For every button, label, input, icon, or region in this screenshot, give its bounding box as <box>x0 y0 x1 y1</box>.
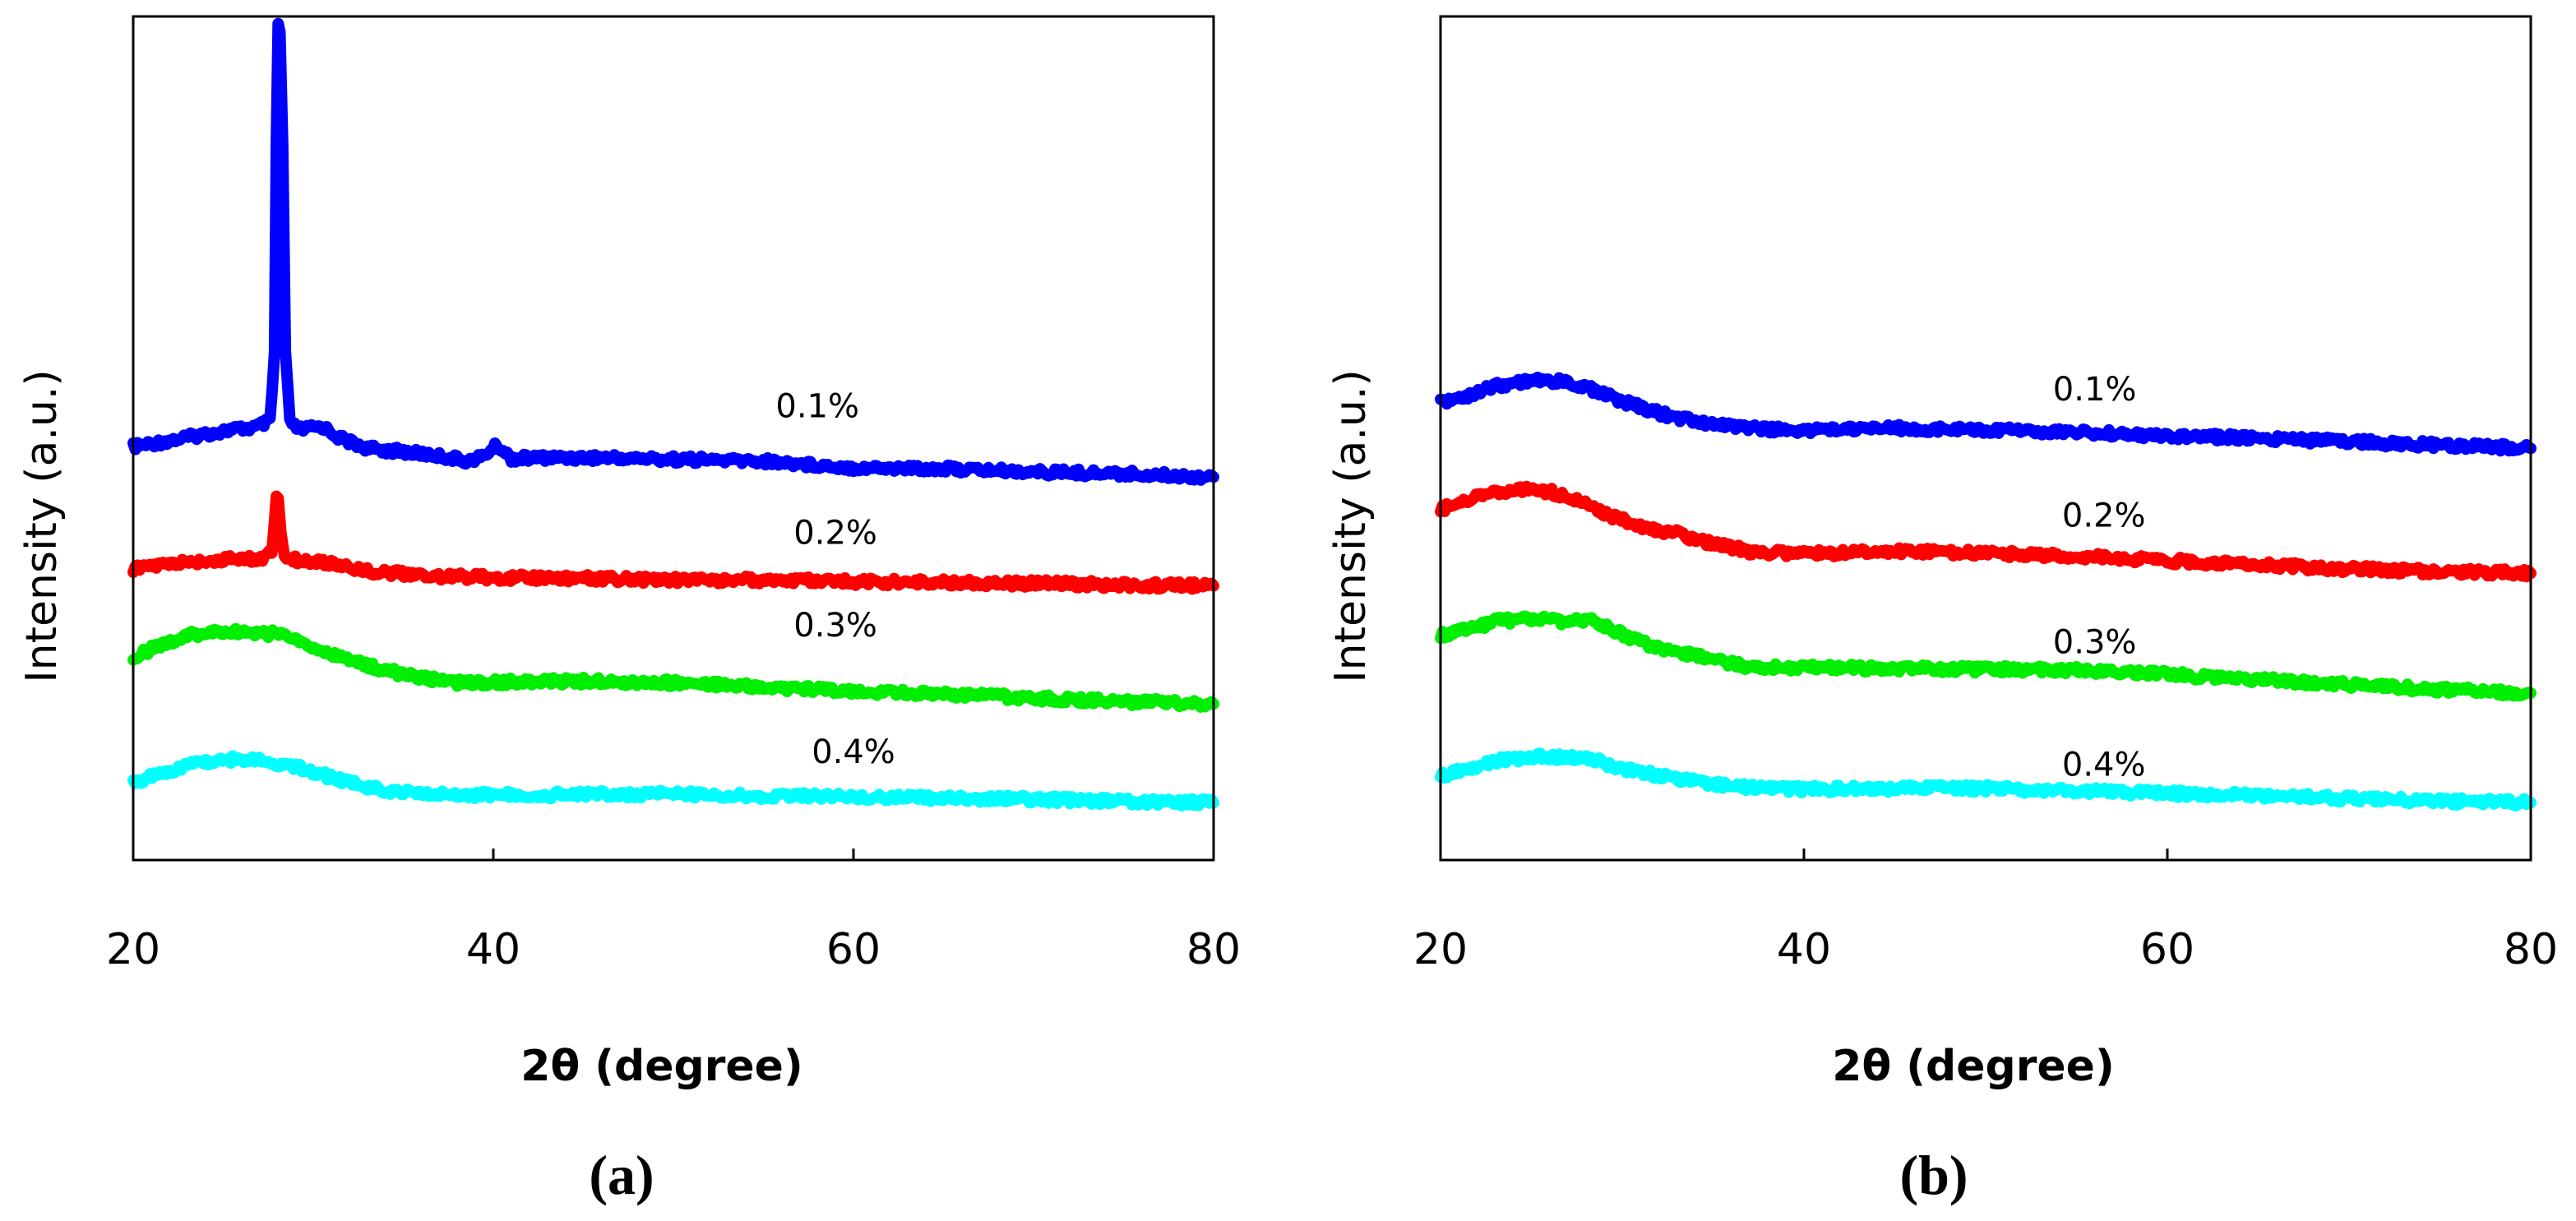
panel-b-y-axis-title: Intensity (a.u.) <box>1326 369 1376 682</box>
panel-a-series-label-0-1pct: 0.1% <box>775 387 859 425</box>
panel-b-series-0-1pct-line <box>1435 372 2537 457</box>
panel-a-series-0-2pct-line <box>127 490 1219 595</box>
panel-b-x-tick-label-80: 80 <box>2504 925 2558 974</box>
panel-a-series-label-0-4pct: 0.4% <box>812 733 895 771</box>
panel-b-x-tick-label-60: 60 <box>2140 925 2194 974</box>
panel-a-label: (a) <box>589 1144 654 1206</box>
panel-b-series-0-3pct-line <box>1435 610 2537 702</box>
panel-a-series-label-0-3pct: 0.3% <box>793 607 877 645</box>
panel-b-series-label-0-1pct: 0.1% <box>2053 371 2137 409</box>
panel-a-x-tick-label-40: 40 <box>466 925 520 974</box>
panel-a-series-0-4pct-line <box>127 750 1219 812</box>
panel-a-x-tick-label-80: 80 <box>1186 925 1241 974</box>
panel-a-x-ticks: 20 40 60 80 <box>106 849 1241 974</box>
panel-a-plot-frame <box>132 15 1215 862</box>
panel-a-y-axis-title: Intensity (a.u.) <box>17 369 67 682</box>
panel-a-x-axis-title: 2θ (degree) <box>520 1042 802 1091</box>
panel-b-series-0-4pct-line <box>1435 747 2537 812</box>
panel-a: 0.1% 0.2% 0.3% 0.4% 20 40 60 80 Intensity (a.u… <box>17 15 1241 1206</box>
panel-b-label: (b) <box>1899 1144 1968 1206</box>
panel-a-x-tick-label-20: 20 <box>106 925 160 974</box>
panel-a-series-label-0-2pct: 0.2% <box>793 514 877 552</box>
panel-b-x-ticks: 20 40 60 80 <box>1413 849 2558 974</box>
panel-b-x-axis-title: 2θ (degree) <box>1832 1042 2114 1091</box>
panel-b-series-label-0-4pct: 0.4% <box>2062 746 2146 784</box>
panel-a-x-tick-label-60: 60 <box>826 925 881 974</box>
panel-b-plot-frame <box>1439 15 2532 862</box>
panel-b-x-tick-label-20: 20 <box>1413 925 1468 974</box>
panel-b: 0.1% 0.2% 0.3% 0.4% 20 40 60 80 Intensity (a.u… <box>1326 15 2558 1206</box>
panel-b-series: 0.1% 0.2% 0.3% 0.4% <box>1435 371 2537 812</box>
panel-b-series-0-2pct-line <box>1435 480 2537 583</box>
panel-a-series-0-1pct-line <box>127 17 1219 486</box>
panel-a-series: 0.1% 0.2% 0.3% 0.4% <box>127 17 1219 812</box>
panel-a-series-0-3pct-line <box>127 622 1219 713</box>
panel-b-series-label-0-2pct: 0.2% <box>2062 497 2146 535</box>
panel-b-x-tick-label-40: 40 <box>1777 925 1831 974</box>
panel-b-series-label-0-3pct: 0.3% <box>2053 624 2137 662</box>
